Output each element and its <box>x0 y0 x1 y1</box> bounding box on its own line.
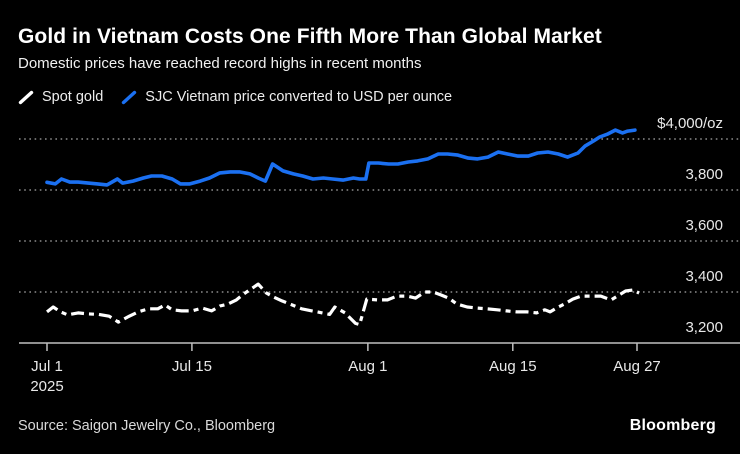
legend-label-spot-gold: Spot gold <box>42 89 104 106</box>
spot-gold-line <box>46 282 640 327</box>
x-axis-label-aug-15: Aug 15 <box>489 358 537 375</box>
y-axis-label-4000: $4,000/oz <box>657 115 723 132</box>
x-axis-label-aug-27: Aug 27 <box>613 358 661 375</box>
chart-subtitle: Domestic prices have reached record high… <box>18 55 422 73</box>
bloomberg-logo: Bloomberg <box>629 417 716 434</box>
gold-price-line-chart: $4,000/oz 3,800 3,600 3,400 3,200 Jul 1 2025 Ju… <box>19 115 740 395</box>
source-text: Source: Saigon Jewelry Co., Bloomberg <box>18 418 276 434</box>
y-axis-label-3800: 3,800 <box>685 166 723 183</box>
legend-item-sjc-vietnam: SJC Vietnam price converted to USD per o… <box>121 89 452 105</box>
y-axis-label-3600: 3,600 <box>685 217 723 234</box>
chart-footer: Source: Saigon Jewelry Co., Bloomberg Bl… <box>0 404 740 454</box>
x-axis-label-jul-15: Jul 15 <box>172 358 212 375</box>
spot-gold-slash-icon <box>18 90 34 104</box>
y-axis-label-3400: 3,400 <box>685 268 723 285</box>
legend-label-sjc-vietnam: SJC Vietnam price converted to USD per o… <box>145 89 453 106</box>
x-axis-label-aug-1: Aug 1 <box>348 358 387 375</box>
sjc-vietnam-slash-icon <box>122 90 137 104</box>
y-axis-label-3200: 3,200 <box>685 319 723 336</box>
chart-header: Gold in Vietnam Costs One Fifth More Tha… <box>0 0 740 73</box>
chart-legend: Spot gold SJC Vietnam price converted to… <box>18 88 740 106</box>
legend-item-spot-gold: Spot gold <box>18 89 103 105</box>
x-axis-label-jul-1: Jul 1 <box>31 358 63 375</box>
sjc-vietnam-price-line <box>45 128 637 187</box>
x-axis-sublabel-2025: 2025 <box>30 378 63 395</box>
chart-title: Gold in Vietnam Costs One Fifth More Tha… <box>18 25 602 48</box>
